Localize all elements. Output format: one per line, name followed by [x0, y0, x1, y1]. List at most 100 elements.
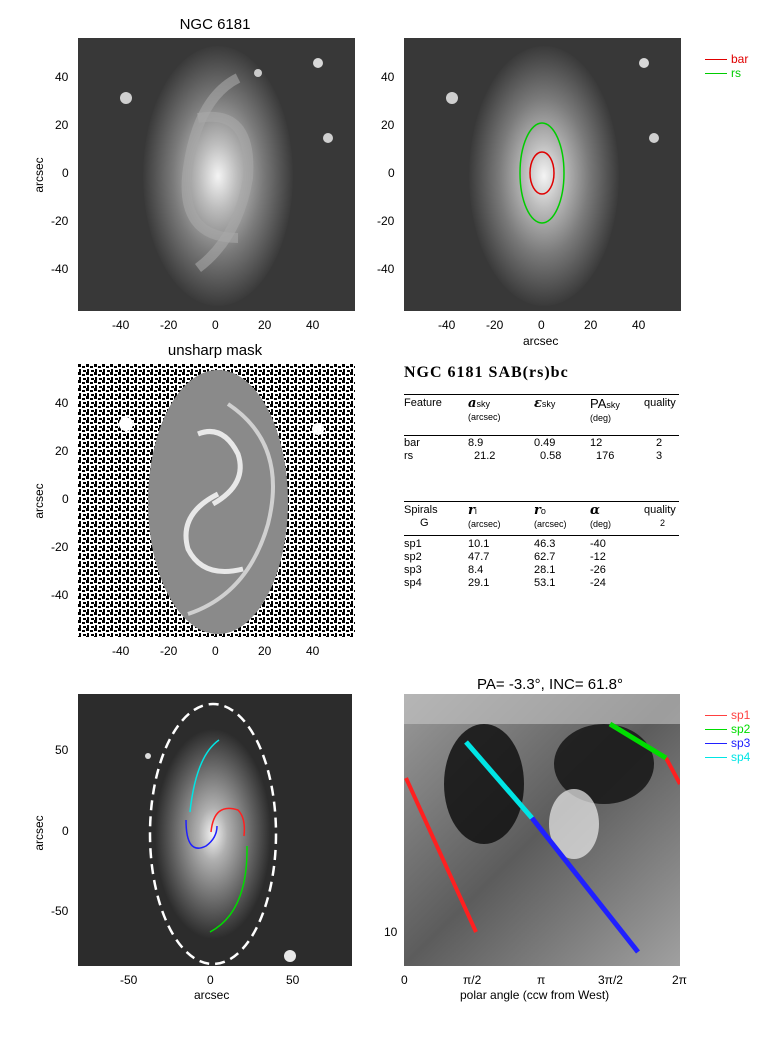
- spirals-body: sp1 10.1 46.3 -40 sp2 47.7 62.7 -12 sp3 …: [404, 538, 679, 590]
- bar-ellipse: [529, 151, 555, 195]
- spiral-ri: 29.1: [468, 577, 490, 589]
- xtick: -50: [120, 973, 138, 987]
- col-quality: quality: [644, 397, 676, 409]
- col-ro-unit: (arcsec): [534, 519, 567, 529]
- legend-swatch-sp4: [705, 756, 727, 758]
- sp2-trace: [209, 845, 248, 933]
- col-e-sub: sky: [541, 399, 556, 409]
- ytick: -40: [377, 262, 395, 276]
- legend-item-sp1: sp1: [705, 708, 750, 722]
- ytick: -20: [51, 214, 69, 228]
- spiral-ri: 10.1: [468, 538, 490, 550]
- legend-label: sp2: [731, 722, 751, 736]
- spiral-trace-svg: [78, 694, 352, 966]
- feature-a: 21.2: [474, 450, 496, 462]
- legend-item-bar: bar: [705, 52, 748, 66]
- ytick: -40: [51, 262, 69, 276]
- xtick: 0: [212, 318, 219, 332]
- ytick: 40: [55, 70, 69, 84]
- xtick: 0: [212, 644, 219, 658]
- divider: [404, 535, 679, 536]
- sp2-line: [608, 721, 668, 761]
- spiral-name: sp1: [404, 538, 422, 550]
- disk-ellipse: [148, 702, 278, 966]
- ytick: 50: [55, 743, 69, 757]
- xtick: 20: [258, 644, 272, 658]
- panel6-title: PA= -3.3°, INC= 61.8°: [477, 676, 623, 693]
- sp1-line: [404, 777, 478, 933]
- col-ri-unit: (arcsec): [468, 519, 501, 529]
- legend-label: sp1: [731, 708, 751, 722]
- sp1-line-right: [664, 757, 680, 785]
- feature-name: rs: [404, 450, 414, 462]
- table-row: sp4 29.1 53.1 -24: [404, 577, 679, 590]
- col-e: ε: [534, 396, 542, 411]
- spiral-alpha: -24: [590, 577, 606, 589]
- spiral-alpha: -26: [590, 564, 606, 576]
- feature-e: 0.49: [534, 437, 556, 449]
- galaxy-image-svg: [78, 38, 355, 311]
- legend-swatch-bar: [705, 58, 727, 60]
- col-alpha-unit: (deg): [590, 519, 612, 529]
- xtick: π/2: [463, 973, 482, 987]
- spiral-name: sp2: [404, 551, 422, 563]
- spiral-trace-image: [78, 694, 352, 966]
- panel5-xlabel: arcsec: [194, 988, 230, 1002]
- ytick: 0: [388, 166, 395, 180]
- sp1-trace: [210, 807, 246, 837]
- sp4-line: [464, 740, 534, 820]
- divider: [404, 435, 679, 436]
- table-row: sp3 8.4 28.1 -26: [404, 564, 679, 577]
- xtick: -20: [160, 318, 178, 332]
- unsharp-mask-svg: [78, 364, 355, 637]
- spiral-alpha: -12: [590, 551, 606, 563]
- xtick: 3π/2: [598, 973, 623, 987]
- xtick: 40: [306, 644, 320, 658]
- unsharp-mask-image: [78, 364, 355, 637]
- ytick: -50: [51, 904, 69, 918]
- info-panel: NGC 6181 SAB(rs)bc Feature asky (arcsec) …: [404, 364, 679, 590]
- col-a-sub: sky: [476, 399, 490, 409]
- galaxy-ellipse-image: [404, 38, 681, 311]
- legend-item-rs: rs: [705, 66, 748, 80]
- legend-item-sp3: sp3: [705, 736, 750, 750]
- spiral-name: sp3: [404, 564, 422, 576]
- xtick: π: [537, 973, 546, 987]
- sp3-line: [530, 816, 640, 954]
- xtick: 50: [286, 973, 300, 987]
- feature-q: 2: [656, 437, 663, 449]
- divider: [404, 394, 679, 395]
- polar-projection-svg: [404, 694, 680, 966]
- panel6-legend: sp1 sp2 sp3 sp4: [705, 708, 750, 764]
- xtick: 40: [632, 318, 646, 332]
- col-ri: r: [468, 503, 475, 518]
- legend-swatch-sp3: [705, 742, 727, 744]
- spiral-name: sp4: [404, 577, 422, 589]
- col-pa: PA: [590, 396, 607, 411]
- features-body: bar 8.9 0.49 12 2 rs 21.2 0.58 176 3: [404, 437, 679, 463]
- col-spirals: Spirals: [404, 504, 438, 516]
- col-sp-quality: quality: [644, 504, 676, 516]
- col-sp-quality-value: 2: [660, 518, 666, 528]
- features-header-row: Feature asky (arcsec) εsky PAsky (deg) qua…: [404, 397, 679, 425]
- spirals-header-row: Spirals G ri (arcsec) ro (arcsec) α (deg) qu…: [404, 504, 679, 531]
- panel1-ylabel: arcsec: [32, 157, 46, 193]
- legend-swatch-rs: [705, 72, 727, 74]
- feature-name: bar: [404, 437, 420, 449]
- col-ro-sub: o: [540, 506, 546, 516]
- col-pa-unit: (deg): [590, 413, 612, 423]
- col-a-unit: (arcsec): [468, 412, 501, 422]
- legend-item-sp2: sp2: [705, 722, 750, 736]
- polar-projection-image: [404, 694, 680, 966]
- table-row: rs 21.2 0.58 176 3: [404, 450, 679, 463]
- galaxy-image: [78, 38, 355, 311]
- xtick: -20: [486, 318, 504, 332]
- feature-q: 3: [656, 450, 663, 462]
- legend-swatch-sp1: [705, 714, 727, 716]
- ytick: 20: [55, 444, 69, 458]
- panel2-legend: bar rs: [705, 52, 748, 80]
- galaxy-ellipse-svg: [404, 38, 681, 311]
- panel1-title: NGC 6181: [179, 16, 251, 33]
- sp3-trace: [185, 819, 218, 849]
- divider: [404, 501, 679, 502]
